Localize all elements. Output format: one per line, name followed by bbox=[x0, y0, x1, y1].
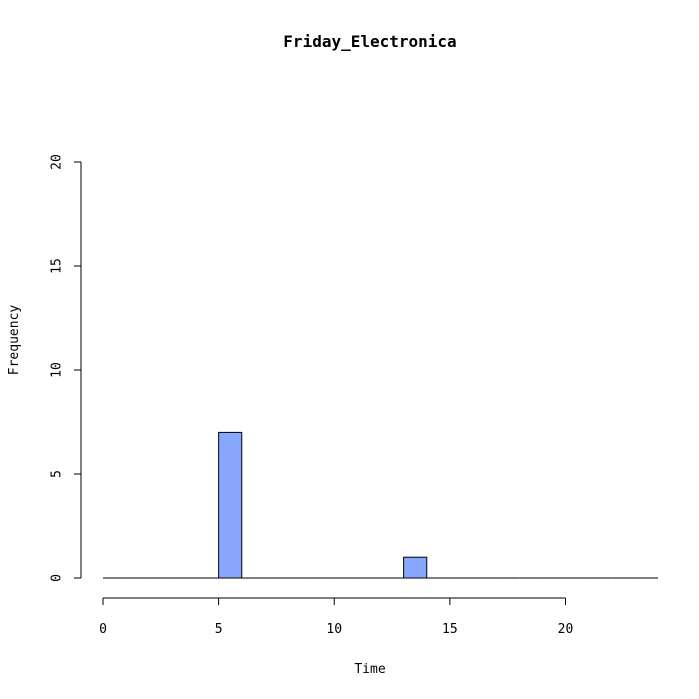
y-tick-label: 10 bbox=[50, 362, 65, 378]
x-tick-label: 5 bbox=[215, 622, 223, 637]
histogram-bar bbox=[403, 556, 428, 579]
y-axis-label: Frequency bbox=[7, 305, 22, 376]
x-axis-label: Time bbox=[354, 662, 385, 677]
y-axis: 0 5 10 15 20 bbox=[50, 154, 82, 582]
y-tick-label: 0 bbox=[50, 574, 65, 582]
x-tick-label: 20 bbox=[558, 622, 574, 637]
y-tick-label: 15 bbox=[50, 258, 65, 274]
y-tick-label: 20 bbox=[50, 154, 65, 170]
x-axis: 0 5 10 15 20 bbox=[99, 597, 574, 637]
x-tick-label: 0 bbox=[99, 622, 107, 637]
histogram-bar bbox=[218, 431, 243, 579]
y-tick-label: 5 bbox=[50, 470, 65, 478]
bars-group bbox=[103, 431, 658, 579]
x-tick-label: 15 bbox=[442, 622, 458, 637]
x-tick-label: 10 bbox=[326, 622, 342, 637]
chart-title: Friday_Electronica bbox=[283, 32, 456, 51]
